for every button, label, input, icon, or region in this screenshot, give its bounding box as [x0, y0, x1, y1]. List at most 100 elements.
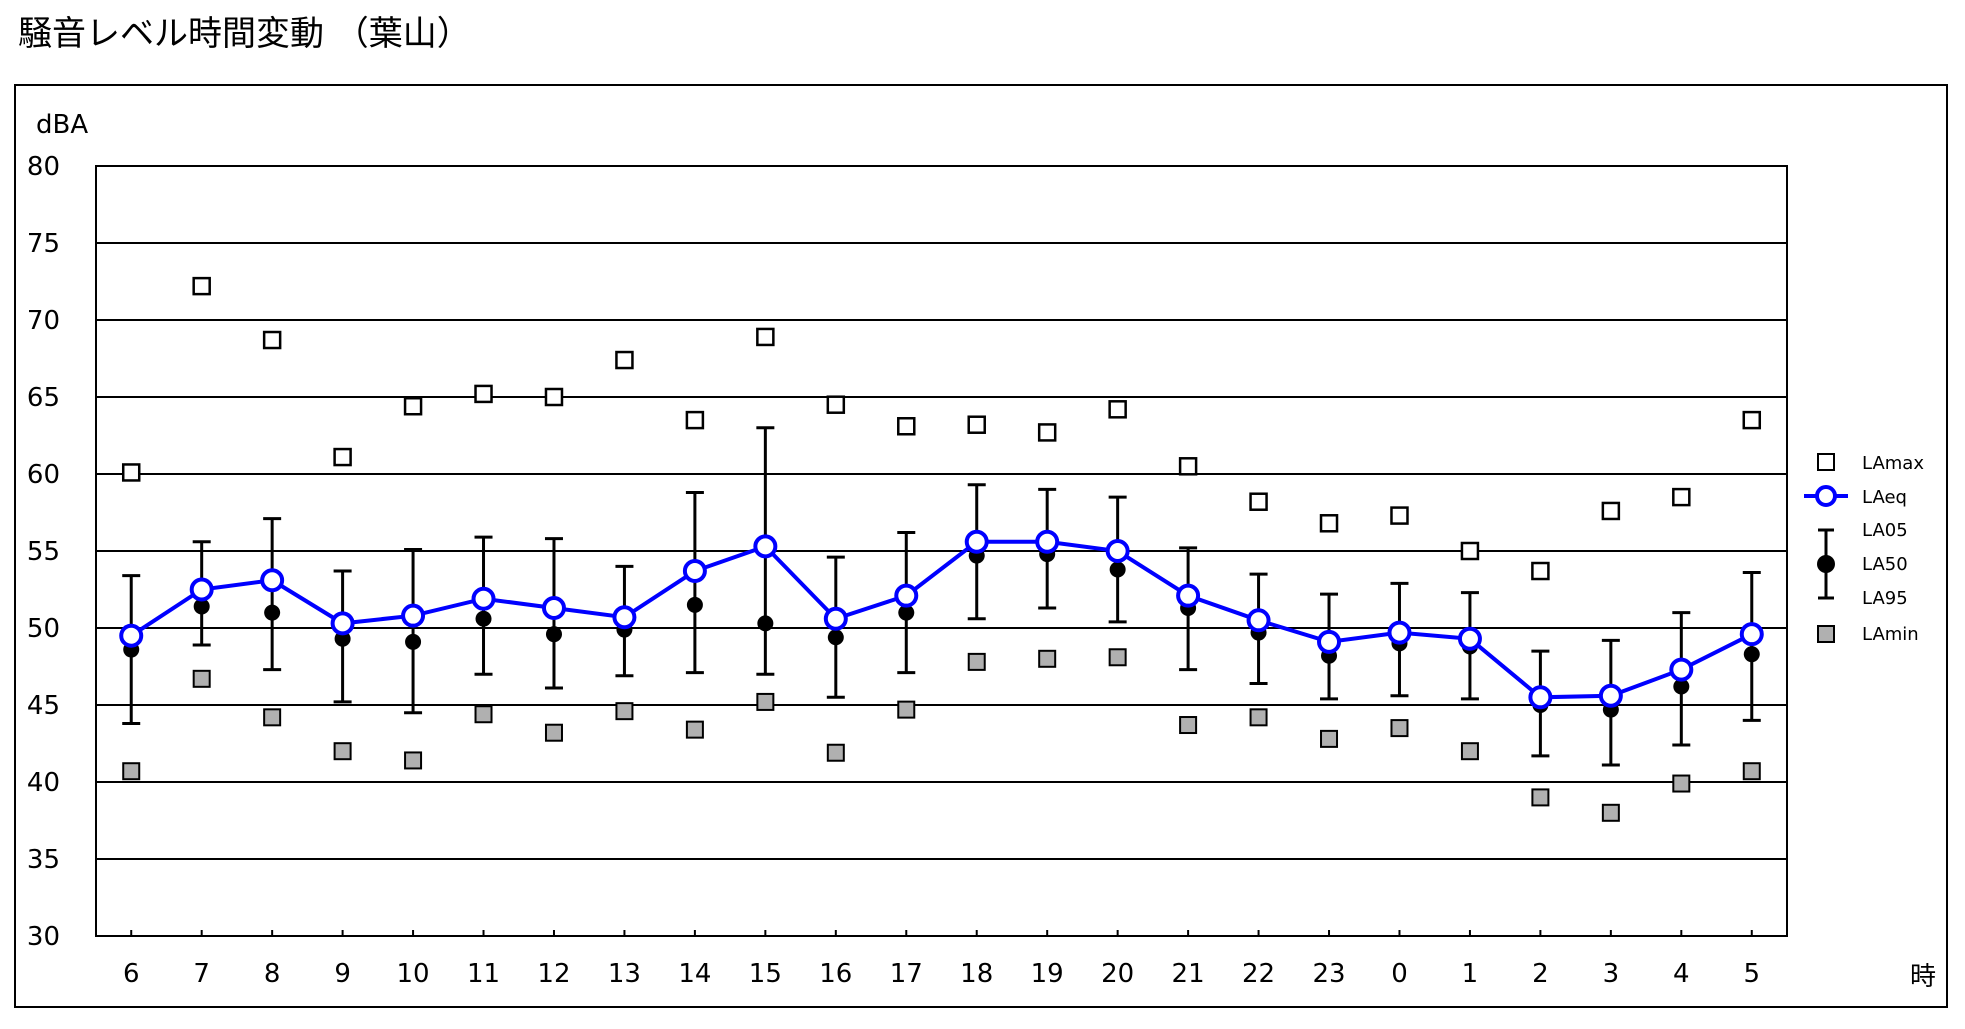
x-tick-label: 14 — [678, 959, 711, 989]
laeq-point — [1176, 583, 1201, 608]
laeq-point — [894, 583, 919, 608]
la50-point — [264, 604, 281, 621]
x-tick-label: 16 — [819, 959, 852, 989]
laeq-point — [1528, 685, 1553, 710]
y-tick-label: 60 — [27, 460, 60, 490]
y-tick-label: 65 — [27, 383, 60, 413]
lamax-point — [1601, 501, 1621, 521]
lamax-point — [1531, 561, 1550, 581]
laeq-point — [682, 559, 707, 584]
lamin-point — [685, 720, 704, 739]
lamin-point — [1179, 716, 1198, 735]
page-title: 騒音レベル時間変動 （葉山） — [18, 14, 471, 54]
la50-point — [898, 604, 915, 621]
la50-point — [827, 629, 844, 646]
lamax-point — [826, 395, 846, 414]
la50-point — [686, 596, 703, 613]
y-axis-label: dBA — [36, 110, 88, 140]
lamin-point — [1038, 649, 1057, 668]
lamax-point — [1108, 400, 1127, 419]
x-tick-label: 4 — [1673, 959, 1690, 989]
lamin-point — [1108, 648, 1127, 667]
lamax-point — [121, 463, 141, 482]
x-tick-label: 19 — [1031, 959, 1064, 989]
lamax-point — [403, 396, 423, 416]
lamax-point — [1037, 423, 1057, 442]
legend-label: LAmax — [1862, 453, 1924, 474]
x-tick-label: 11 — [467, 959, 500, 989]
y-tick-label: 80 — [27, 152, 60, 182]
lamax-point — [192, 276, 211, 296]
lamax-point — [1249, 492, 1268, 511]
lamin-point — [404, 751, 423, 770]
x-tick-label: 3 — [1603, 959, 1620, 989]
x-tick-label: 9 — [334, 959, 351, 989]
laeq-point — [471, 586, 496, 611]
laeq-point — [823, 606, 848, 631]
y-tick-label: 75 — [27, 229, 60, 259]
chart-frame — [14, 84, 1948, 1008]
lamin-point — [615, 702, 634, 721]
x-tick-label: 8 — [264, 959, 281, 989]
x-tick-label: 18 — [960, 959, 993, 989]
laeq-point — [1105, 539, 1130, 563]
lamax-point — [544, 387, 564, 407]
lamin-point — [1742, 762, 1761, 781]
lamax-point — [262, 330, 282, 350]
x-tick-label: 22 — [1242, 959, 1275, 989]
y-tick-label: 40 — [27, 768, 60, 798]
laeq-point — [612, 605, 637, 630]
lamax-point — [1742, 410, 1762, 430]
laeq-point — [541, 595, 566, 620]
lamax-point — [474, 384, 493, 404]
lamin-point — [122, 762, 141, 781]
la50-point — [405, 633, 422, 650]
lamin-point — [544, 723, 563, 742]
legend-lamin-marker — [1817, 625, 1835, 643]
x-tick-label: 20 — [1101, 959, 1134, 989]
legend-label: LAeq — [1862, 487, 1907, 508]
y-tick-label: 50 — [27, 614, 60, 644]
lamin-point — [474, 705, 493, 724]
lamax-point — [1390, 506, 1409, 525]
lamin-point — [826, 743, 845, 762]
laeq-point — [260, 568, 285, 593]
la50-point — [757, 615, 774, 632]
legend-label: LA95 — [1862, 588, 1908, 609]
laeq-point — [401, 603, 426, 628]
x-tick-label: 13 — [608, 959, 641, 989]
la50-point — [1673, 678, 1690, 695]
x-tick-label: 7 — [193, 959, 210, 989]
lamax-point — [1319, 514, 1339, 533]
lamin-point — [756, 692, 775, 711]
lamax-point — [967, 415, 986, 434]
lamax-point — [333, 447, 352, 467]
x-tick-label: 15 — [749, 959, 782, 989]
lamin-point — [1672, 774, 1691, 793]
lamin-point — [1460, 742, 1479, 761]
x-axis-label: 時 — [1910, 962, 1936, 992]
legend-la50-marker — [1817, 555, 1835, 573]
lamax-point — [897, 417, 916, 436]
laeq-point — [1457, 626, 1482, 651]
legend: LAmax LAeq LA05 LA50 LA95 LAmin — [1804, 453, 1924, 645]
y-tick-label: 30 — [27, 922, 60, 952]
lamin-point — [1320, 729, 1339, 748]
y-tick-label: 70 — [27, 306, 60, 336]
lamax-point — [1672, 487, 1691, 507]
x-tick-label: 6 — [123, 959, 140, 989]
lamax-point — [685, 410, 705, 430]
laeq-point — [1387, 620, 1412, 645]
lamin-point — [263, 708, 282, 727]
laeq-point — [1035, 529, 1060, 554]
lamax-point — [756, 327, 775, 347]
la50-point — [334, 630, 351, 647]
la50-point — [193, 598, 210, 615]
lamax-point — [615, 350, 634, 370]
laeq-point — [189, 577, 214, 602]
lamin-point — [1390, 719, 1409, 738]
x-tick-label: 12 — [537, 959, 570, 989]
lamin-point — [1601, 803, 1620, 822]
laeq-point — [964, 529, 989, 554]
